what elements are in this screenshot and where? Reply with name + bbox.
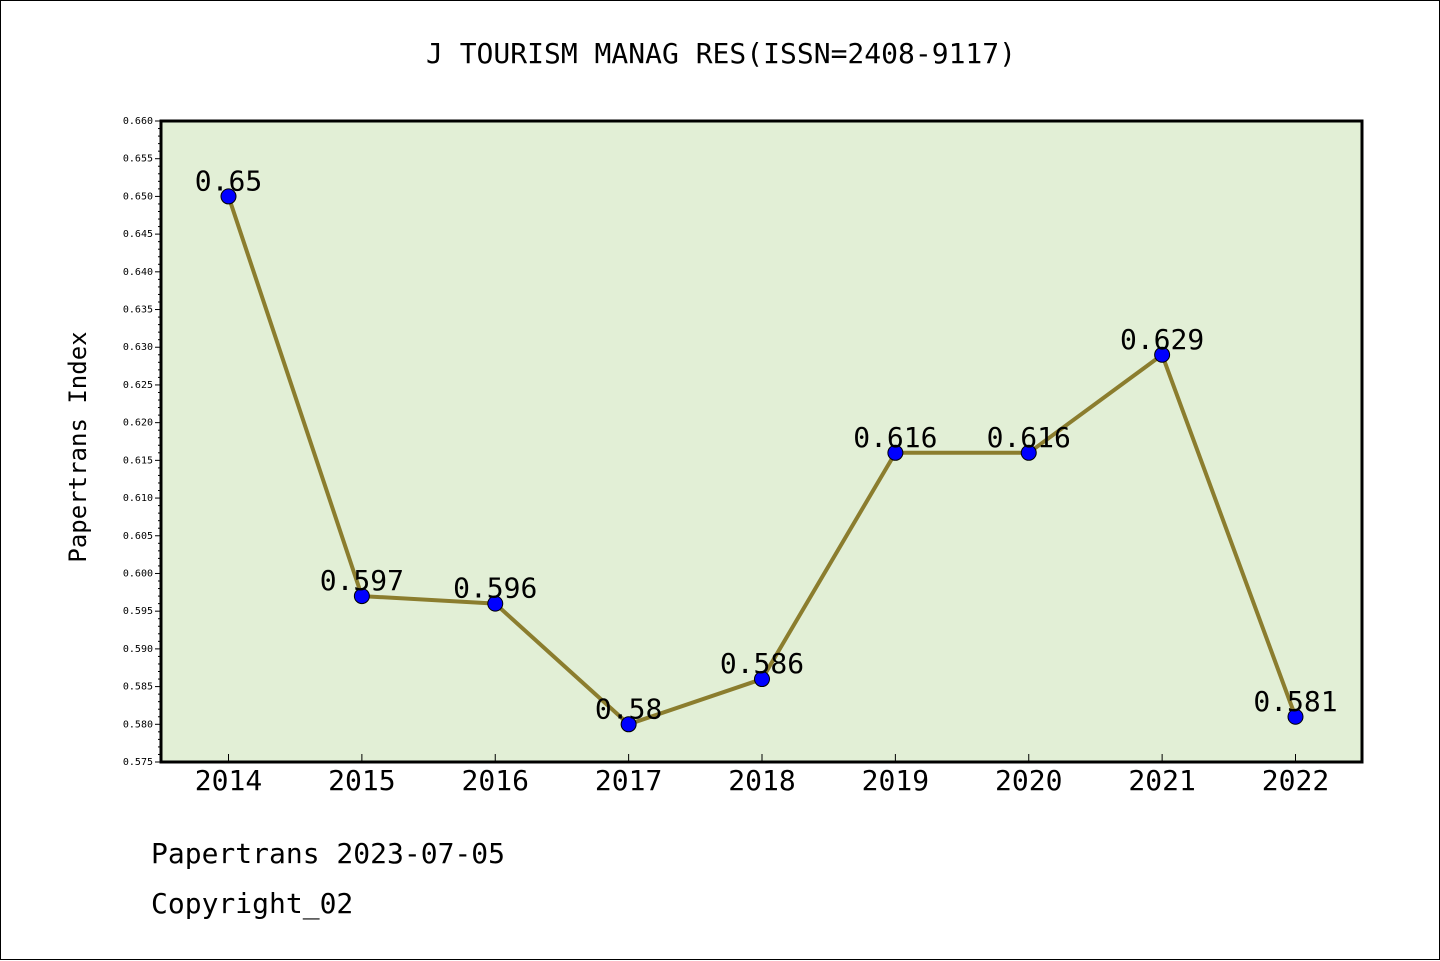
data-point (487, 595, 504, 612)
x-axis: 2014 2015 2016 2017 2018 2019 2020 2021 2022 (195, 754, 1329, 797)
y-tick-label: 0.585 (123, 682, 153, 693)
series-layer: 0.65 0.597 0.596 0.58 0.586 0.616 0.616 0.629 0.… (195, 164, 1338, 733)
footer-date: Papertrans 2023-07-05 (151, 837, 506, 870)
x-tick-label: 2020 (995, 764, 1062, 797)
x-tick-label: 2014 (195, 764, 262, 797)
x-tick-label: 2017 (595, 764, 662, 797)
data-point (887, 444, 904, 461)
y-tick-label: 0.650 (123, 191, 153, 202)
y-tick-label: 0.600 (123, 568, 153, 579)
y-tick-label: 0.615 (123, 455, 153, 466)
data-point (1287, 708, 1304, 725)
data-point (1154, 346, 1171, 363)
data-label: 0.616 (853, 421, 937, 454)
plot-area (159, 119, 1364, 764)
data-point (220, 188, 237, 205)
data-label: 0.616 (987, 421, 1071, 454)
y-tick-label: 0.590 (123, 644, 153, 655)
x-tick-label: 2018 (728, 764, 795, 797)
data-point (620, 716, 637, 733)
y-tick-label: 0.595 (123, 606, 153, 617)
y-tick-label: 0.625 (123, 380, 153, 391)
chart-title: J TOURISM MANAG RES(ISSN=2408-9117) (425, 37, 1016, 70)
y-tick-label: 0.635 (123, 305, 153, 316)
data-label: 0.597 (320, 564, 404, 597)
data-point (1020, 444, 1037, 461)
y-tick-label: 0.655 (123, 154, 153, 165)
data-label: 0.65 (195, 164, 262, 197)
y-axis-label: Papertrans Index (64, 331, 92, 562)
y-tick-label: 0.630 (123, 342, 153, 353)
x-tick-label: 2021 (1128, 764, 1195, 797)
y-tick-label: 0.620 (123, 418, 153, 429)
y-tick-label: 0.580 (123, 719, 153, 730)
x-tick-label: 2016 (462, 764, 529, 797)
data-label: 0.596 (453, 572, 537, 605)
y-tick-label: 0.575 (123, 757, 153, 768)
data-point (754, 671, 770, 688)
data-label: 0.58 (595, 692, 662, 725)
data-label: 0.586 (720, 647, 804, 680)
x-tick-label: 2019 (862, 764, 929, 797)
y-axis: 0.575 0.580 0.585 0.590 0.595 0.600 0.605 0.610… (123, 116, 161, 768)
footer-copyright: Copyright_02 (151, 887, 354, 920)
data-point (353, 588, 370, 605)
y-tick-label: 0.610 (123, 493, 153, 504)
y-tick-label: 0.660 (123, 116, 153, 127)
x-tick-label: 2022 (1262, 764, 1329, 797)
x-tick-label: 2015 (328, 764, 395, 797)
y-tick-label: 0.645 (123, 229, 153, 240)
y-tick-label: 0.640 (123, 267, 153, 278)
data-label: 0.629 (1120, 323, 1204, 356)
y-tick-label: 0.605 (123, 531, 153, 542)
data-label: 0.581 (1253, 685, 1337, 718)
